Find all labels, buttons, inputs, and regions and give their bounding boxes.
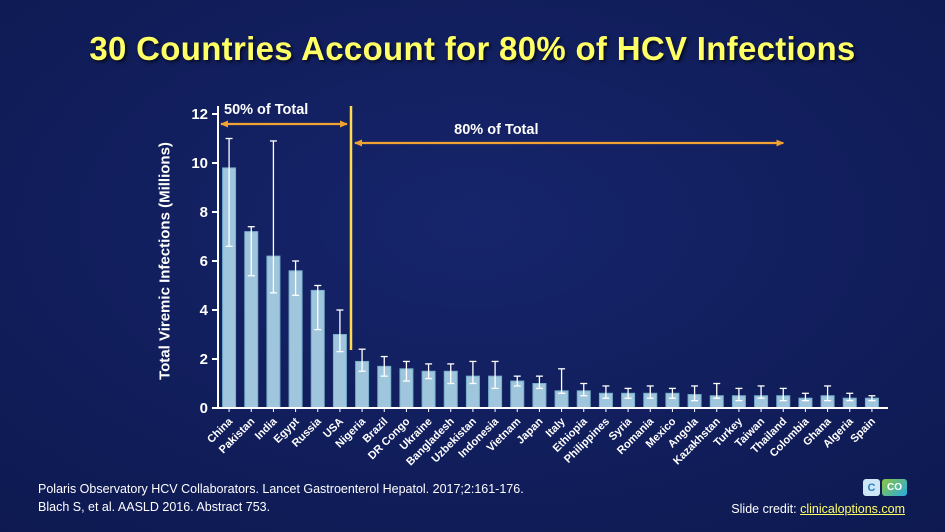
y-tick-label: 4	[200, 302, 209, 319]
error-bar	[624, 387, 632, 399]
error-bar	[824, 385, 832, 402]
axes	[217, 106, 888, 409]
y-tick-label: 8	[200, 204, 208, 221]
cco-logo: C CO	[863, 479, 907, 496]
credit-label: Slide credit:	[731, 502, 801, 516]
y-tick-label: 2	[200, 351, 208, 368]
citation-line2: Blach S, et al. AASLD 2016. Abstract 753…	[38, 499, 271, 514]
error-bar	[757, 385, 765, 399]
eighty-percent-label: 80% of Total	[454, 122, 538, 138]
credit-link[interactable]: clinicaloptions.com	[800, 502, 905, 516]
slide-credit: Slide credit: clinicaloptions.com	[731, 502, 905, 516]
error-bar	[602, 385, 610, 399]
error-bar	[447, 363, 455, 385]
error-bar	[314, 284, 322, 331]
error-bar	[225, 137, 233, 247]
error-bar	[735, 387, 743, 402]
y-tick-label: 0	[200, 400, 208, 417]
error-bar	[513, 375, 521, 387]
error-bar	[846, 392, 854, 402]
error-bar	[380, 355, 388, 377]
error-bar	[580, 382, 588, 397]
error-bar	[558, 368, 566, 394]
error-bar	[402, 360, 410, 382]
error-bar	[713, 382, 721, 399]
fifty-percent-label: 50% of Total	[224, 102, 308, 118]
error-bar	[269, 140, 277, 294]
error-bar	[779, 387, 787, 402]
error-bar	[425, 363, 433, 380]
error-bar	[491, 360, 499, 390]
y-axis-label: Total Viremic Infections (Millions)	[156, 142, 174, 380]
y-tick-label: 12	[191, 106, 208, 123]
error-bar	[336, 309, 344, 353]
error-bar	[868, 395, 876, 402]
error-bar	[668, 387, 676, 399]
hcv-bar-chart: 024681012ChinaPakistanIndiaEgyptRussiaUS…	[191, 102, 888, 468]
error-bar	[247, 226, 255, 277]
x-tick-label-spain: Spain	[848, 415, 878, 445]
error-bar	[292, 260, 300, 296]
error-bar	[691, 385, 699, 402]
error-bar	[358, 348, 366, 372]
y-tick-label: 6	[200, 253, 208, 270]
y-tick-label: 10	[191, 155, 208, 172]
cco-logo-c-badge: C	[863, 479, 880, 496]
citation-line1: Polaris Observatory HCV Collaborators. L…	[38, 482, 524, 496]
error-bar	[469, 360, 477, 385]
error-bar	[646, 385, 654, 399]
error-bar	[535, 375, 543, 390]
citation: Polaris Observatory HCV Collaborators. L…	[38, 481, 524, 516]
error-bar	[801, 392, 809, 402]
slide-title: 30 Countries Account for 80% of HCV Infe…	[89, 30, 856, 67]
cco-logo-co-badge: CO	[882, 479, 907, 496]
